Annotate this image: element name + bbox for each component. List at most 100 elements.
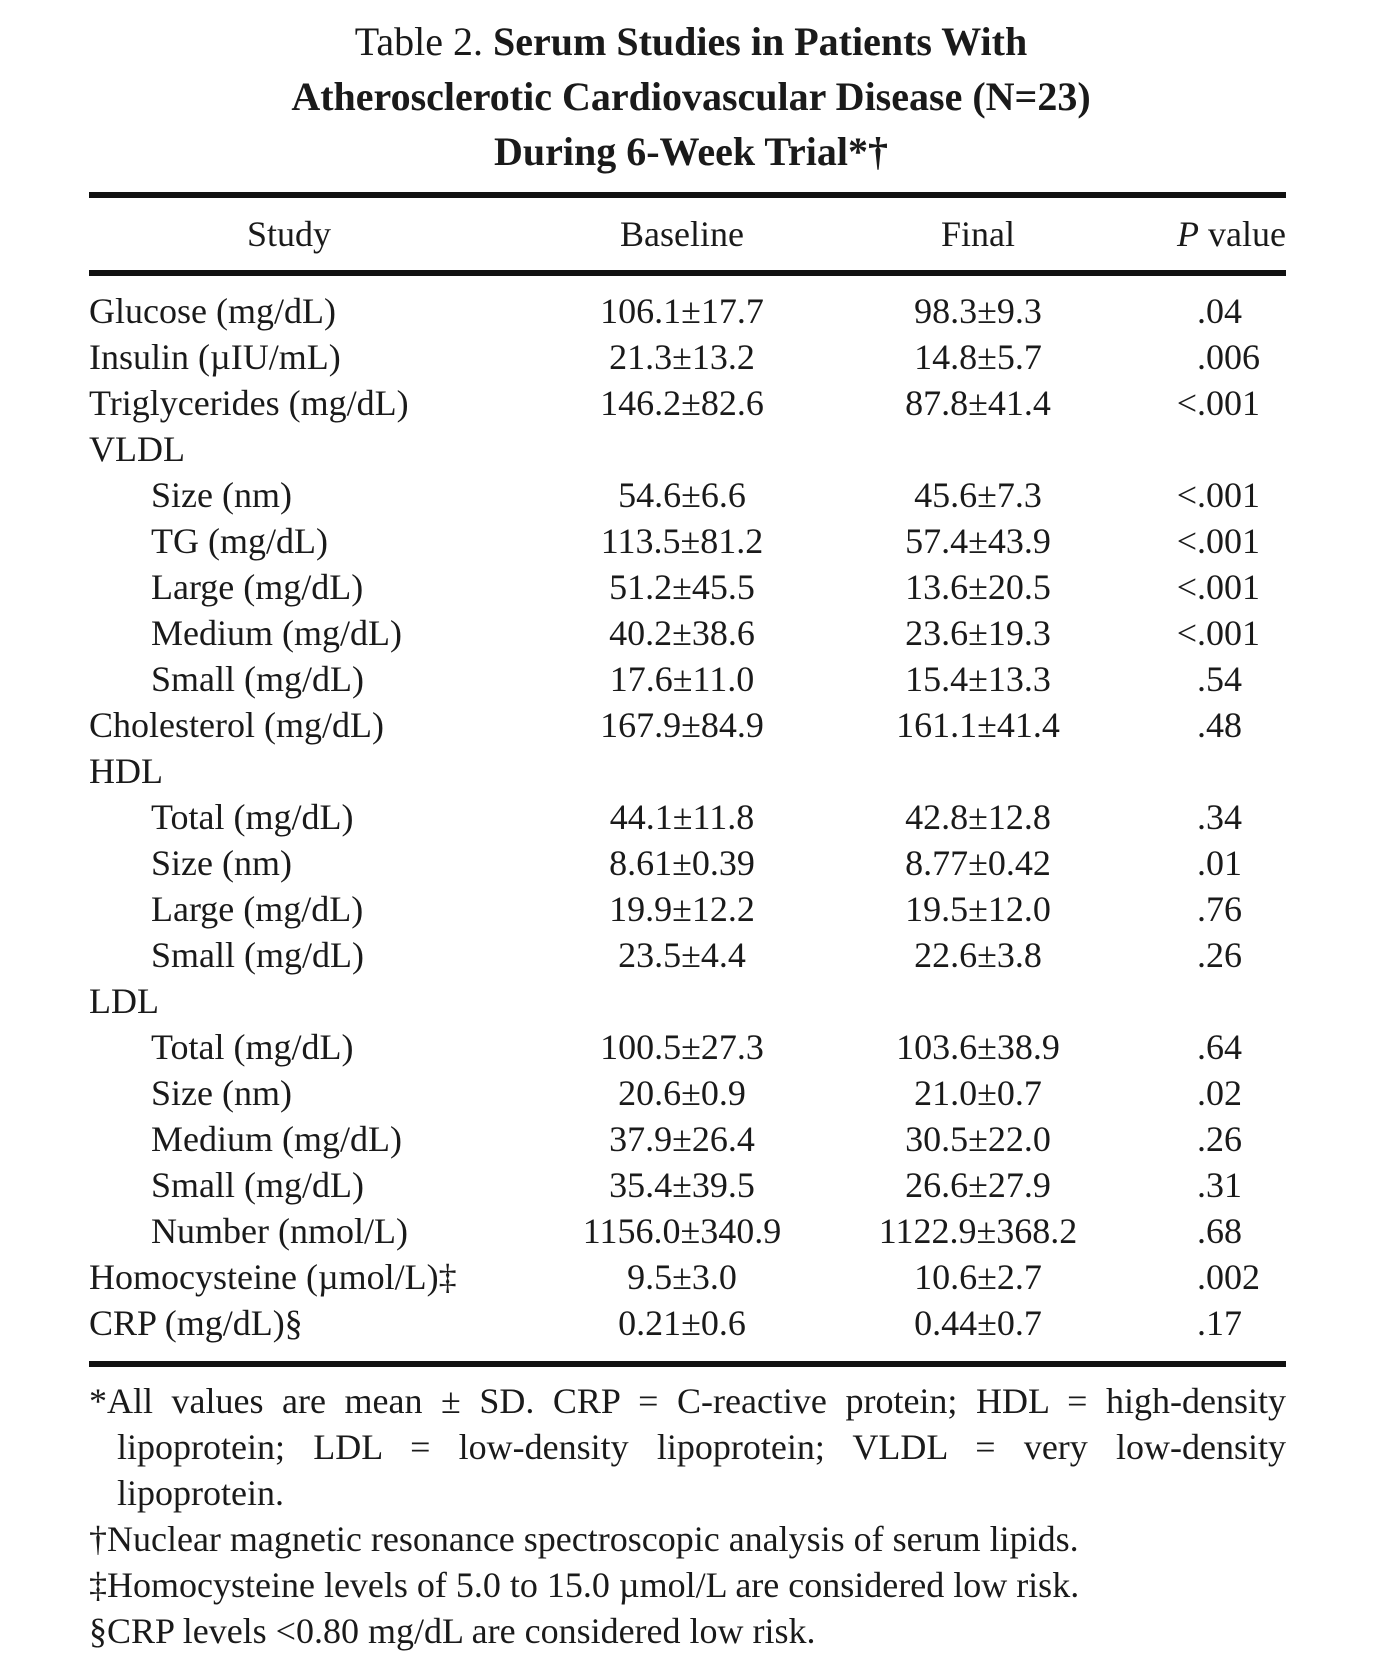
title-line-2: Atherosclerotic Cardiovascular Disease (… [291, 74, 1091, 119]
final-value: 22.6±3.8 [914, 935, 1042, 975]
final-value: 45.6±7.3 [914, 475, 1042, 515]
p-value: .02 [1109, 1070, 1242, 1116]
title-line-3: During 6-Week Trial*† [493, 129, 889, 174]
header-p-italic: P [1177, 214, 1200, 254]
final-value: 23.6±19.3 [905, 613, 1051, 653]
table-row: Large (mg/dL) 19.9±12.2 19.5±12.0 .76 [89, 886, 1286, 932]
final-value: 8.77±0.42 [905, 843, 1051, 883]
row-label: Large (mg/dL) [151, 889, 364, 929]
p-value: .26 [1109, 1116, 1242, 1162]
row-label: TG (mg/dL) [151, 521, 328, 561]
row-label: Total (mg/dL) [151, 797, 354, 837]
final-value: 26.6±27.9 [905, 1165, 1051, 1205]
baseline-value: 0.21±0.6 [618, 1303, 746, 1343]
header-p-value: P value [1100, 208, 1286, 260]
row-label: HDL [89, 751, 163, 791]
footnote: §CRP levels <0.80 mg/dL are considered l… [89, 1611, 816, 1651]
row-label: Small (mg/dL) [151, 659, 364, 699]
baseline-value: 1156.0±340.9 [582, 1211, 782, 1251]
header-study: Study [246, 214, 332, 254]
top-rule [89, 192, 1286, 198]
table-body: Glucose (mg/dL) 106.1±17.7 98.3±9.3.04 Insu… [89, 288, 1286, 1346]
p-value: .34 [1109, 794, 1242, 840]
p-number: .001 [1197, 383, 1260, 423]
table-title: Table 2. Serum Studies in Patients With … [0, 14, 1382, 179]
baseline-value: 146.2±82.6 [600, 383, 764, 423]
p-number: .26 [1197, 935, 1242, 975]
table-number: Table 2. [354, 19, 484, 64]
final-value: 15.4±13.3 [905, 659, 1051, 699]
p-number: .68 [1197, 1211, 1242, 1251]
baseline-value: 37.9±26.4 [609, 1119, 755, 1159]
table-row: TG (mg/dL) 113.5±81.2 57.4±43.9 <.001 [89, 518, 1286, 564]
p-value: <.001 [1109, 564, 1260, 610]
p-number: .01 [1197, 843, 1242, 883]
table-row: Large (mg/dL) 51.2±45.5 13.6±20.5 <.001 [89, 564, 1286, 610]
table-row: Glucose (mg/dL) 106.1±17.7 98.3±9.3 .04 [89, 288, 1286, 334]
row-label: Number (nmol/L) [151, 1211, 408, 1251]
p-value: .01 [1109, 840, 1242, 886]
baseline-value: 106.1±17.7 [600, 291, 764, 331]
table-row: Size (nm) 8.61±0.39 8.77±0.42 .01 [89, 840, 1286, 886]
p-value: .31 [1109, 1162, 1242, 1208]
row-label: Size (nm) [151, 843, 292, 883]
baseline-value: 44.1±11.8 [609, 797, 755, 837]
p-value: .64 [1109, 1024, 1242, 1070]
table-row: HDL [89, 748, 1286, 794]
p-number: .64 [1197, 1027, 1242, 1067]
p-number: .26 [1197, 1119, 1242, 1159]
p-value: .68 [1109, 1208, 1242, 1254]
final-value: 10.6±2.7 [914, 1257, 1042, 1297]
p-prefix: < [1176, 521, 1197, 561]
table-row: Medium (mg/dL) 37.9±26.4 30.5±22.0 .26 [89, 1116, 1286, 1162]
p-value [1109, 748, 1197, 794]
table-row: Small (mg/dL) 35.4±39.5 26.6±27.9 .31 [89, 1162, 1286, 1208]
final-value: 42.8±12.8 [905, 797, 1051, 837]
row-label: Size (nm) [151, 475, 292, 515]
p-value: .17 [1109, 1300, 1242, 1346]
table-row: Total (mg/dL) 44.1±11.8 42.8±12.8 .34 [89, 794, 1286, 840]
header-rule [89, 270, 1286, 276]
p-prefix: < [1176, 613, 1197, 653]
final-value: 14.8±5.7 [914, 337, 1042, 377]
baseline-value: 167.9±84.9 [600, 705, 764, 745]
final-value: 0.44±0.7 [914, 1303, 1042, 1343]
p-value: .04 [1109, 288, 1242, 334]
p-number: .006 [1197, 337, 1260, 377]
title-line-1: Serum Studies in Patients With [493, 19, 1028, 64]
p-value: .006 [1109, 334, 1260, 380]
p-value: .76 [1109, 886, 1242, 932]
table-row: Insulin (µIU/mL) 21.3±13.2 14.8±5.7 .006 [89, 334, 1286, 380]
p-value: <.001 [1109, 518, 1260, 564]
p-number: .002 [1197, 1257, 1260, 1297]
footnote: †Nuclear magnetic resonance spectroscopi… [89, 1519, 1079, 1559]
baseline-value: 51.2±45.5 [609, 567, 755, 607]
header-baseline: Baseline [620, 214, 744, 254]
final-value: 1122.9±368.2 [878, 1211, 1078, 1251]
p-number: .76 [1197, 889, 1242, 929]
baseline-value: 20.6±0.9 [618, 1073, 746, 1113]
row-label: Small (mg/dL) [151, 935, 364, 975]
header-final: Final [940, 214, 1015, 254]
p-prefix: < [1176, 383, 1197, 423]
row-label: CRP (mg/dL)§ [89, 1303, 303, 1343]
p-number: .001 [1197, 521, 1260, 561]
p-prefix: < [1176, 567, 1197, 607]
baseline-value: 113.5±81.2 [600, 521, 764, 561]
table-row: LDL [89, 978, 1286, 1024]
final-value: 103.6±38.9 [896, 1027, 1060, 1067]
p-value: .48 [1109, 702, 1242, 748]
row-label: Total (mg/dL) [151, 1027, 354, 1067]
table-row: Cholesterol (mg/dL) 167.9±84.9 161.1±41.4.… [89, 702, 1286, 748]
row-label: VLDL [89, 429, 185, 469]
footnote: *All values are mean ± SD. CRP = C-react… [89, 1381, 1286, 1513]
final-value: 87.8±41.4 [905, 383, 1051, 423]
p-value: .54 [1109, 656, 1242, 702]
row-label: Insulin (µIU/mL) [89, 337, 341, 377]
row-label: Homocysteine (µmol/L)‡ [89, 1257, 457, 1297]
p-number: .04 [1197, 291, 1242, 331]
row-label: Medium (mg/dL) [151, 1119, 402, 1159]
p-number: .001 [1197, 613, 1260, 653]
baseline-value: 23.5±4.4 [618, 935, 746, 975]
final-value: 13.6±20.5 [905, 567, 1051, 607]
